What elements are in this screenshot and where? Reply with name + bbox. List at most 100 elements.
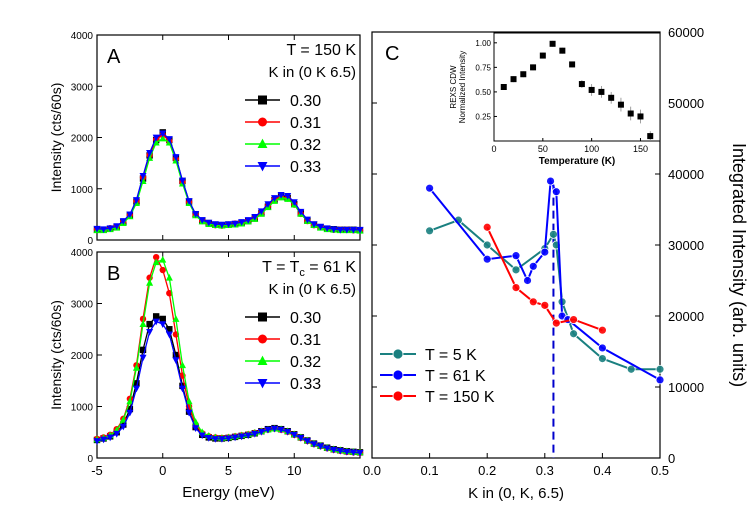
data-point (205, 219, 213, 227)
data-point (598, 343, 607, 353)
data-point (159, 321, 167, 328)
data-point (231, 434, 239, 442)
data-point (119, 416, 127, 423)
data-point (205, 435, 213, 442)
y-axis-label-line1: REXS CDW (449, 65, 458, 109)
data-point (159, 130, 167, 138)
data-point (257, 208, 265, 216)
data-point (482, 222, 492, 232)
y-tick-label: 0 (87, 454, 93, 465)
data-point (139, 346, 147, 354)
data-point (106, 225, 114, 233)
data-point (356, 449, 364, 457)
data-point (317, 443, 325, 450)
data-point (159, 255, 167, 263)
data-point (569, 61, 576, 68)
legend-marker (258, 95, 267, 105)
data-point (165, 331, 173, 339)
data-point (224, 221, 233, 228)
data-point (336, 226, 344, 234)
data-point (238, 219, 246, 226)
x-tick-label: -5 (91, 463, 103, 478)
data-point (178, 361, 186, 369)
legend-label: 0.31 (290, 115, 321, 132)
annotation-tail: = 61 K (305, 259, 356, 276)
legend-marker (392, 369, 404, 381)
x-axis-label: Temperature (K) (539, 156, 616, 167)
data-point (211, 221, 219, 228)
data-point (277, 192, 285, 199)
data-point (608, 94, 615, 101)
x-tick-label: 50 (538, 144, 548, 154)
data-point (546, 176, 555, 186)
data-point (172, 351, 180, 359)
legend-title: K in (0 K 6.5) (268, 281, 356, 298)
data-point (569, 315, 578, 324)
data-point (655, 364, 665, 374)
y-tick-label: 0.50 (475, 88, 491, 97)
data-point (172, 154, 180, 161)
x-tick-label: 0.0 (363, 463, 381, 478)
data-point (238, 433, 246, 441)
data-point (617, 101, 624, 108)
y-tick-label: 3000 (71, 82, 94, 93)
data-point (113, 430, 121, 438)
data-point (271, 195, 279, 202)
data-point (192, 210, 200, 218)
data-point (528, 297, 538, 307)
data-point (588, 86, 595, 93)
data-point (218, 221, 226, 229)
data-point (126, 397, 134, 405)
data-point (569, 329, 578, 339)
data-point (159, 315, 166, 323)
data-point (198, 217, 206, 224)
data-point (133, 380, 140, 387)
panel-c: 0.0 0.1 0.2 0.3 0.4 0.50100002000030000400005… (363, 25, 747, 502)
y-tick-label: 1.00 (475, 39, 491, 48)
data-point (500, 84, 507, 90)
legend-marker (257, 378, 268, 389)
data-point (343, 226, 351, 234)
data-point (192, 425, 200, 432)
y-tick-label: 1000 (71, 185, 94, 196)
data-point (290, 199, 298, 206)
y-axis-label: Intensity (cts/60s) (48, 83, 64, 193)
data-point (132, 197, 140, 204)
data-point (598, 354, 607, 364)
data-point (551, 187, 561, 197)
data-point (172, 315, 180, 322)
data-point (231, 220, 239, 228)
data-point (119, 218, 127, 225)
data-point (578, 81, 585, 88)
data-point (284, 193, 292, 200)
data-point (510, 76, 517, 83)
data-point (637, 113, 644, 120)
data-point (132, 385, 140, 393)
data-point (152, 313, 160, 320)
data-point (126, 405, 134, 413)
data-point (152, 318, 160, 326)
data-point (425, 226, 435, 236)
x-tick-label: 0 (159, 463, 166, 478)
data-point (290, 431, 298, 439)
data-point (297, 208, 305, 216)
data-point (520, 71, 527, 78)
x-tick-label: 0.5 (651, 463, 669, 478)
data-point (323, 225, 331, 233)
data-point (528, 261, 538, 271)
data-point (655, 375, 665, 385)
x-tick-label: 100 (584, 144, 599, 154)
data-point (297, 435, 305, 442)
y-tick-label: 0.25 (475, 112, 491, 121)
data-point (343, 448, 351, 456)
data-point (626, 364, 636, 374)
data-point (146, 279, 154, 286)
data-point (251, 214, 259, 221)
legend-marker (258, 312, 267, 322)
legend-label: 0.32 (290, 354, 321, 371)
data-point (511, 283, 521, 293)
data-point (132, 364, 140, 371)
data-point (152, 253, 160, 261)
data-point (271, 425, 279, 433)
legend-title: K in (0 K 6.5) (268, 64, 356, 81)
